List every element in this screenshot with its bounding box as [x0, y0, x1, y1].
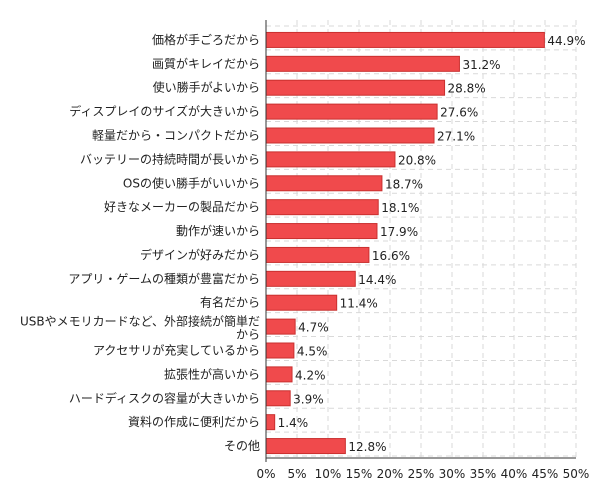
value-label: 18.7% [385, 177, 423, 191]
x-axis-tick-labels: 0% 5% 10% 15% 20% 25% 30% 35% 40% 45% 50% [256, 467, 589, 481]
value-label: 4.7% [298, 321, 329, 335]
bar [265, 414, 276, 431]
value-label: 27.6% [440, 106, 478, 120]
value-label: 20.8% [398, 153, 436, 167]
x-tick-label: 30% [439, 467, 466, 481]
category-label: 使い勝手がよいから [153, 80, 260, 95]
x-tick-label: 35% [470, 467, 497, 481]
category-label: 動作が速いから [176, 223, 260, 238]
value-label: 12.8% [348, 440, 386, 454]
category-label: アクセサリが充実しているから [93, 343, 260, 358]
value-label: 16.6% [372, 249, 410, 263]
value-label: 17.9% [380, 225, 418, 239]
grid-layer [266, 20, 577, 458]
bars-layer [265, 31, 545, 455]
bar [265, 366, 293, 383]
x-tick-label: 40% [501, 467, 528, 481]
value-label: 4.5% [297, 345, 328, 359]
bar [265, 246, 370, 263]
bar [265, 55, 460, 72]
bar [265, 79, 446, 96]
value-label: 31.2% [462, 58, 500, 72]
bar [265, 151, 396, 168]
category-label: ハードディスクの容量が大きいから [69, 390, 260, 405]
bar [265, 127, 435, 144]
category-label: 好きなメーカーの製品だから [104, 200, 260, 214]
x-tick-label: 45% [532, 467, 559, 481]
category-label: OSの使い勝手がいいから [123, 175, 260, 190]
category-label: ディスプレイのサイズが大きいから [69, 104, 260, 119]
category-labels: 価格が手ごろだから画質がキレイだから使い勝手がよいからディスプレイのサイズが大き… [20, 32, 260, 453]
category-label: バッテリーの持続時間が長いから [80, 151, 260, 166]
bar [265, 294, 338, 311]
bar [265, 270, 356, 287]
bar [265, 438, 346, 455]
x-tick-label: 10% [315, 467, 342, 481]
value-label: 18.1% [381, 201, 419, 215]
bar [265, 175, 383, 192]
x-tick-label: 0% [256, 467, 275, 481]
value-label: 28.8% [448, 82, 486, 96]
category-label: 軽量だから・コンパクトだから [92, 129, 260, 143]
value-label: 27.1% [437, 130, 475, 144]
bar [265, 31, 545, 48]
value-label: 14.4% [358, 273, 396, 287]
category-label: 画質がキレイだから [152, 56, 260, 71]
value-label: 3.9% [293, 392, 324, 406]
value-label: 44.9% [547, 34, 585, 48]
x-tick-label: 15% [346, 467, 373, 481]
category-label: デザインが好みだから [140, 247, 260, 262]
bar [265, 342, 295, 359]
value-label: 11.4% [340, 297, 378, 311]
value-label: 1.4% [278, 416, 309, 430]
category-label: 価格が手ごろだから [152, 32, 260, 47]
category-label: 有名だから [200, 295, 260, 310]
x-tick-label: 20% [377, 467, 404, 481]
value-label: 4.2% [295, 368, 326, 382]
x-tick-label: 5% [287, 467, 306, 481]
category-label: 資料の作成に便利だから [128, 415, 260, 429]
bar [265, 223, 378, 240]
category-label: アプリ・ゲームの種類が豊富だから [68, 271, 260, 286]
category-label: 拡張性が高いから [164, 366, 260, 381]
bar [265, 318, 296, 335]
bar [265, 390, 291, 407]
x-tick-label: 50% [563, 467, 590, 481]
value-labels: 44.9% 31.2% 28.8% 27.6% 27.1%20.8% 18.7% 18.1%… [278, 34, 586, 454]
category-label: USBやメモリカードなど、外部接続が簡単だから [20, 314, 260, 342]
bar [265, 103, 438, 120]
x-tick-label: 25% [408, 467, 435, 481]
category-label: その他 [224, 439, 260, 453]
bar [265, 199, 379, 216]
